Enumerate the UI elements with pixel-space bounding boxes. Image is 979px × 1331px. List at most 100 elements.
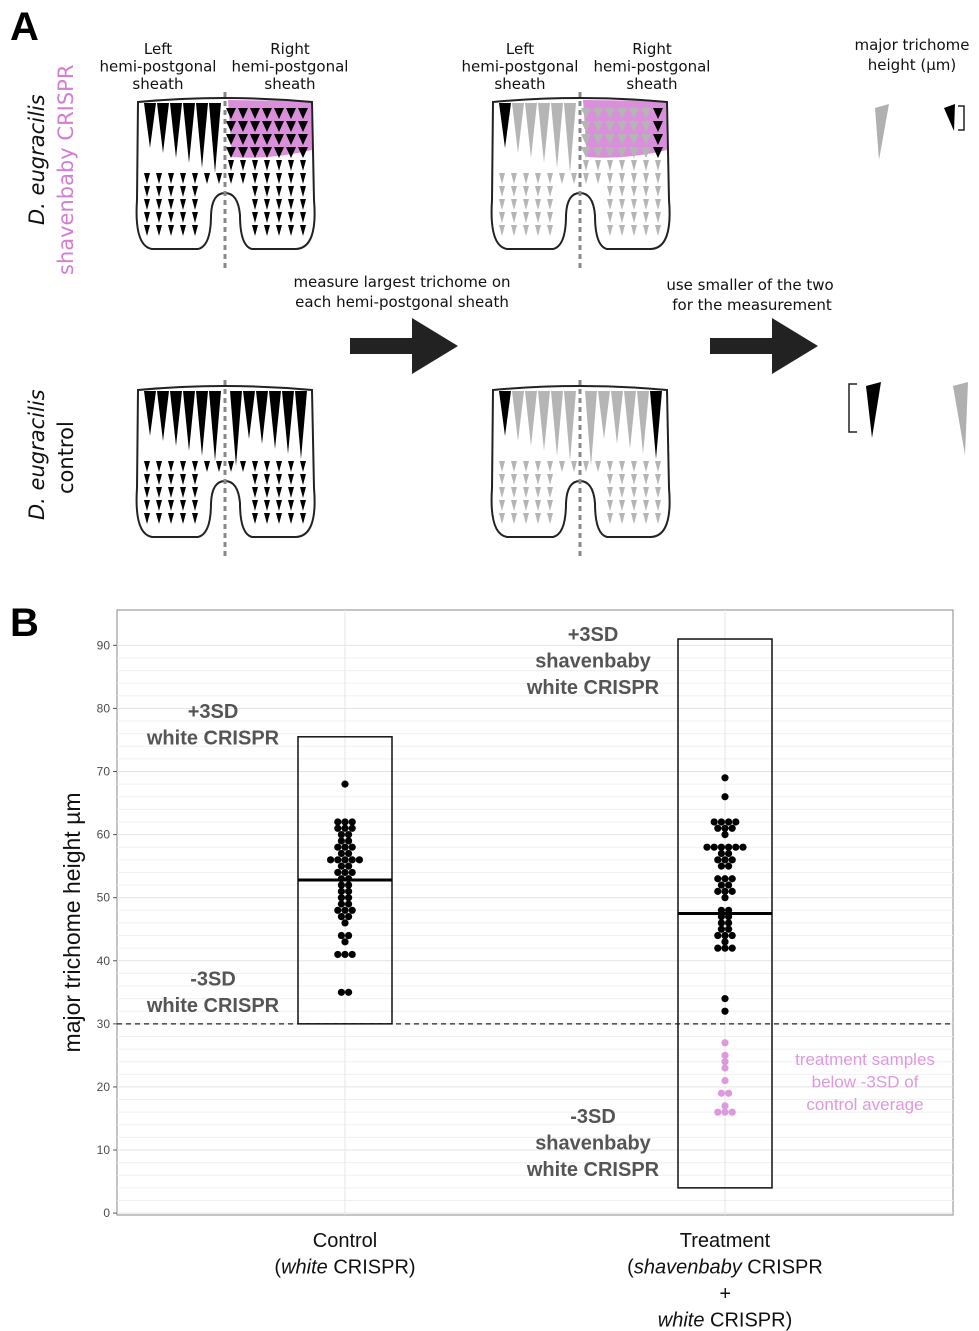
trichome <box>643 487 649 498</box>
trichome <box>559 173 565 184</box>
data-point <box>721 1058 728 1065</box>
y-axis-title: major trichome height µm <box>59 793 85 1053</box>
trichome <box>607 500 613 511</box>
trichome <box>655 160 661 171</box>
data-point <box>714 1109 721 1116</box>
data-point <box>349 856 356 863</box>
data-point <box>345 888 352 895</box>
trichome <box>607 225 613 236</box>
data-point <box>349 907 356 914</box>
trichome <box>607 212 613 223</box>
panel-label: A <box>10 5 39 49</box>
data-point <box>327 856 334 863</box>
trichome <box>288 513 294 524</box>
trichome <box>512 103 524 153</box>
trichome <box>619 513 625 524</box>
trichome <box>523 474 529 485</box>
trichome <box>525 103 537 158</box>
data-point <box>345 894 352 901</box>
y-tick-label: 40 <box>97 954 111 968</box>
trichome <box>953 382 968 455</box>
sd-label: -3SD <box>190 968 236 990</box>
trichome <box>156 199 162 210</box>
trichome <box>168 487 174 498</box>
trichome <box>156 173 162 184</box>
data-point <box>721 995 728 1002</box>
trichome <box>551 103 563 168</box>
trichome <box>196 391 208 456</box>
trichome <box>183 391 195 451</box>
trichome <box>288 160 294 171</box>
trichome <box>631 186 637 197</box>
trichome <box>156 487 162 498</box>
sheath-diagrams <box>137 92 670 560</box>
label-part: shavenbaby <box>634 1257 743 1279</box>
trichome <box>631 225 637 236</box>
trichome <box>204 461 210 472</box>
trichome <box>655 487 661 498</box>
trichome <box>511 513 517 524</box>
trichome <box>276 212 282 223</box>
trichome <box>523 225 529 236</box>
trichome <box>583 461 589 472</box>
data-point <box>729 825 736 832</box>
trichome <box>607 173 613 184</box>
trichome <box>192 186 198 197</box>
data-point <box>721 774 728 781</box>
trichome <box>144 500 150 511</box>
data-point <box>345 837 352 844</box>
trichome <box>499 487 505 498</box>
trichome <box>535 173 541 184</box>
trichome <box>282 391 294 454</box>
trichome <box>170 391 182 446</box>
data-point <box>334 825 341 832</box>
data-point <box>721 1077 728 1084</box>
trichome <box>276 513 282 524</box>
data-point <box>729 1109 736 1116</box>
sd-label: white CRISPR <box>146 727 280 749</box>
trichome <box>168 461 174 472</box>
trichome <box>511 225 517 236</box>
row-label: control <box>54 421 78 494</box>
data-point <box>729 856 736 863</box>
data-point <box>341 856 348 863</box>
trichome <box>619 186 625 197</box>
data-point <box>725 818 732 825</box>
sheath-header: Right <box>270 40 310 58</box>
data-point <box>718 926 725 933</box>
data-point <box>725 863 732 870</box>
trichome <box>499 513 505 524</box>
data-point <box>718 919 725 926</box>
arrow <box>350 318 458 374</box>
data-point <box>345 900 352 907</box>
trichome <box>499 186 505 197</box>
trichome <box>252 513 258 524</box>
label-part: Treatment <box>680 1230 771 1252</box>
data-point <box>338 894 345 901</box>
data-point <box>718 850 725 857</box>
data-point <box>338 913 345 920</box>
sd-label: -3SD <box>570 1106 616 1128</box>
trichome <box>300 186 306 197</box>
trichome <box>170 103 182 158</box>
label-part: CRISPR) <box>328 1257 416 1279</box>
trichome <box>288 186 294 197</box>
trichome <box>499 474 505 485</box>
data-point <box>345 863 352 870</box>
trichome <box>595 461 601 472</box>
trichome <box>583 160 589 171</box>
trichome <box>288 487 294 498</box>
trichome <box>168 474 174 485</box>
trichome <box>511 461 517 472</box>
data-point <box>721 1052 728 1059</box>
x-tick-label: white CRISPR) <box>658 1310 793 1331</box>
sd-label: shavenbaby <box>535 651 651 673</box>
trichome <box>643 212 649 223</box>
trichome <box>643 500 649 511</box>
trichome <box>655 513 661 524</box>
trichome <box>619 487 625 498</box>
data-point <box>338 863 345 870</box>
sheath-headers: Lefthemi-postgonalsheathRighthemi-postgo… <box>100 40 711 93</box>
data-point <box>341 869 348 876</box>
trichome <box>571 173 577 184</box>
